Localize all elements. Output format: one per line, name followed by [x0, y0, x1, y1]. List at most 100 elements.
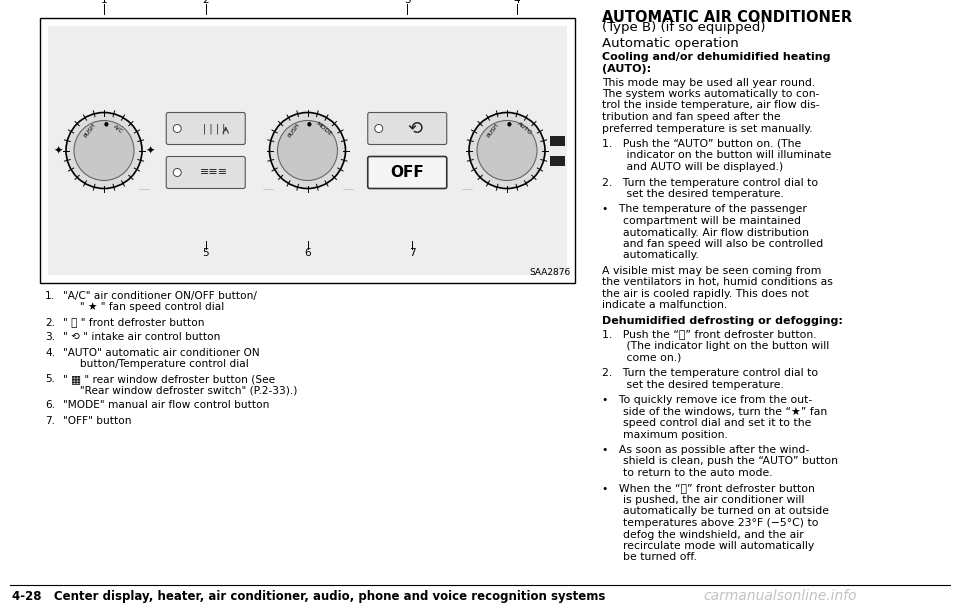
Text: button/Temperature control dial: button/Temperature control dial [63, 359, 249, 369]
Text: recirculate mode will automatically: recirculate mode will automatically [602, 541, 814, 551]
Text: the air is cooled rapidly. This does not: the air is cooled rapidly. This does not [602, 289, 808, 299]
Text: 6.: 6. [45, 400, 55, 411]
Text: 2: 2 [203, 0, 209, 5]
Text: 7.: 7. [45, 415, 55, 425]
Text: MODE: MODE [315, 120, 332, 137]
Bar [550, 156, 565, 166]
Text: Dehumidified defrosting or defogging:: Dehumidified defrosting or defogging: [602, 316, 843, 326]
Text: set the desired temperature.: set the desired temperature. [602, 379, 784, 389]
Text: This mode may be used all year round.: This mode may be used all year round. [602, 78, 815, 87]
Circle shape [66, 112, 142, 189]
Text: " ⛄ " front defroster button: " ⛄ " front defroster button [63, 318, 204, 327]
Text: tribution and fan speed after the: tribution and fan speed after the [602, 112, 780, 122]
Text: " ★ " fan speed control dial: " ★ " fan speed control dial [63, 302, 225, 312]
Bar [550, 136, 565, 145]
Text: (The indicator light on the button will: (The indicator light on the button will [602, 341, 829, 351]
Text: "MODE" manual air flow control button: "MODE" manual air flow control button [63, 400, 270, 411]
Text: side of the windows, turn the “★” fan: side of the windows, turn the “★” fan [602, 406, 828, 417]
Text: 5.: 5. [45, 374, 55, 384]
FancyBboxPatch shape [166, 112, 245, 144]
Text: PUSH: PUSH [287, 122, 300, 139]
Text: A/C: A/C [112, 123, 124, 134]
Text: 2.   Turn the temperature control dial to: 2. Turn the temperature control dial to [602, 368, 818, 378]
Text: PUSH: PUSH [486, 122, 500, 139]
Text: "A/C" air conditioner ON/OFF button/: "A/C" air conditioner ON/OFF button/ [63, 291, 257, 301]
Text: 7: 7 [409, 248, 416, 258]
Text: indicator on the button will illuminate: indicator on the button will illuminate [602, 150, 831, 161]
Text: •   The temperature of the passenger: • The temperature of the passenger [602, 205, 806, 214]
Text: 3: 3 [404, 0, 411, 5]
Text: is pushed, the air conditioner will: is pushed, the air conditioner will [602, 495, 804, 505]
Text: and fan speed will also be controlled: and fan speed will also be controlled [602, 239, 824, 249]
Text: 1.: 1. [45, 291, 55, 301]
Text: ⟲: ⟲ [408, 120, 422, 137]
Text: 1: 1 [101, 0, 108, 5]
Text: ●: ● [507, 121, 512, 126]
Text: 6: 6 [304, 248, 311, 258]
Circle shape [277, 120, 338, 180]
Text: •   To quickly remove ice from the out-: • To quickly remove ice from the out- [602, 395, 812, 405]
Text: AUTO: AUTO [516, 121, 534, 136]
Text: 2.   Turn the temperature control dial to: 2. Turn the temperature control dial to [602, 178, 818, 188]
Text: OFF: OFF [391, 165, 424, 180]
Circle shape [374, 125, 383, 133]
Text: •   As soon as possible after the wind-: • As soon as possible after the wind- [602, 445, 809, 455]
Bar [48, 26, 567, 275]
Text: automatically be turned on at outside: automatically be turned on at outside [602, 507, 829, 516]
Text: | | | |: | | | | [203, 123, 225, 134]
Text: trol the inside temperature, air flow dis-: trol the inside temperature, air flow di… [602, 100, 820, 111]
Text: "AUTO" automatic air conditioner ON: "AUTO" automatic air conditioner ON [63, 348, 259, 357]
Text: ●: ● [104, 121, 108, 126]
Text: SAA2876: SAA2876 [530, 268, 571, 277]
Circle shape [469, 112, 545, 189]
FancyBboxPatch shape [166, 156, 245, 189]
Text: ●: ● [307, 121, 312, 126]
Text: A visible mist may be seen coming from: A visible mist may be seen coming from [602, 266, 822, 276]
Text: shield is clean, push the “AUTO” button: shield is clean, push the “AUTO” button [602, 456, 838, 467]
Text: "OFF" button: "OFF" button [63, 415, 132, 425]
Text: 5: 5 [203, 248, 209, 258]
Text: "Rear window defroster switch" (P.2-33).): "Rear window defroster switch" (P.2-33).… [63, 386, 298, 395]
Text: 3.: 3. [45, 332, 55, 343]
Text: Automatic operation: Automatic operation [602, 37, 739, 50]
Text: speed control dial and set it to the: speed control dial and set it to the [602, 418, 811, 428]
Text: " ⟲ " intake air control button: " ⟲ " intake air control button [63, 332, 221, 343]
Text: " ▦ " rear window defroster button (See: " ▦ " rear window defroster button (See [63, 374, 276, 384]
Text: set the desired temperature.: set the desired temperature. [602, 189, 784, 199]
Circle shape [270, 112, 346, 189]
Text: 4-28   Center display, heater, air conditioner, audio, phone and voice recogniti: 4-28 Center display, heater, air conditi… [12, 590, 606, 603]
Circle shape [173, 125, 181, 133]
Text: Cooling and/or dehumidified heating: Cooling and/or dehumidified heating [602, 53, 830, 62]
Text: 4.: 4. [45, 348, 55, 357]
Text: (AUTO):: (AUTO): [602, 64, 651, 74]
Text: preferred temperature is set manually.: preferred temperature is set manually. [602, 123, 812, 133]
Text: (Type B) (if so equipped): (Type B) (if so equipped) [602, 21, 765, 34]
Text: temperatures above 23°F (−5°C) to: temperatures above 23°F (−5°C) to [602, 518, 819, 528]
FancyBboxPatch shape [368, 112, 446, 144]
Text: •   When the “⛄” front defroster button: • When the “⛄” front defroster button [602, 483, 815, 494]
Text: defog the windshield, and the air: defog the windshield, and the air [602, 530, 804, 540]
Text: automatically. Air flow distribution: automatically. Air flow distribution [602, 227, 809, 238]
Text: 1.   Push the “AUTO” button on. (The: 1. Push the “AUTO” button on. (The [602, 139, 802, 149]
FancyBboxPatch shape [368, 156, 446, 189]
Text: ✦: ✦ [145, 145, 155, 156]
Text: ✦: ✦ [54, 145, 62, 156]
Text: PUSH: PUSH [84, 122, 97, 139]
Text: 2.: 2. [45, 318, 55, 327]
Circle shape [173, 169, 181, 177]
Text: ≡≡≡: ≡≡≡ [200, 167, 228, 178]
Text: maximum position.: maximum position. [602, 430, 728, 439]
Text: and AUTO will be displayed.): and AUTO will be displayed.) [602, 162, 783, 172]
Circle shape [477, 120, 537, 180]
Text: compartment will be maintained: compartment will be maintained [602, 216, 801, 226]
Text: AUTOMATIC AIR CONDITIONER: AUTOMATIC AIR CONDITIONER [602, 10, 852, 25]
Bar [40, 18, 575, 283]
Text: the ventilators in hot, humid conditions as: the ventilators in hot, humid conditions… [602, 277, 833, 288]
Text: be turned off.: be turned off. [602, 552, 697, 563]
Text: The system works automatically to con-: The system works automatically to con- [602, 89, 820, 99]
Text: indicate a malfunction.: indicate a malfunction. [602, 301, 728, 310]
Text: come on.): come on.) [602, 353, 682, 362]
Text: 1.   Push the “⛄” front defroster button.: 1. Push the “⛄” front defroster button. [602, 329, 817, 340]
Text: carmanualsonline.info: carmanualsonline.info [703, 589, 857, 603]
Text: 4: 4 [514, 0, 520, 5]
